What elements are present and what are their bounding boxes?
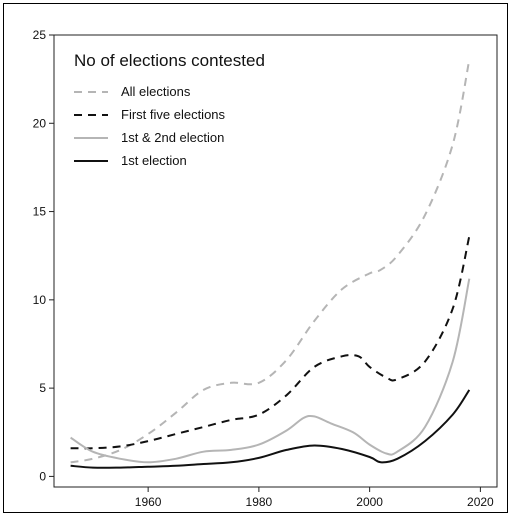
legend-label-all-elections: All elections bbox=[121, 84, 191, 99]
y-tick-label: 0 bbox=[39, 469, 46, 483]
legend-title: No of elections contested bbox=[74, 51, 265, 70]
y-tick-label: 5 bbox=[39, 381, 46, 395]
legend-label-1st-election: 1st election bbox=[121, 153, 187, 168]
x-tick-label: 2000 bbox=[356, 495, 383, 509]
y-tick-label: 20 bbox=[33, 116, 47, 130]
series-line-all-elections bbox=[70, 59, 471, 464]
legend-label-first-five-elections: First five elections bbox=[121, 107, 226, 122]
y-tick-label: 25 bbox=[33, 28, 47, 42]
plot-area bbox=[53, 34, 498, 488]
series-line-1st-election bbox=[70, 389, 471, 469]
y-tick-label: 10 bbox=[33, 293, 47, 307]
x-tick-label: 1960 bbox=[135, 495, 162, 509]
x-tick-label: 2020 bbox=[467, 495, 494, 509]
series-line-1st-and-2nd-election bbox=[70, 278, 471, 464]
x-tick-label: 1980 bbox=[246, 495, 273, 509]
legend-label-1st-and-2nd-election: 1st & 2nd election bbox=[121, 130, 224, 145]
chart-frame: 0 5 10 15 20 25 1960 1980 2000 2020 No of election… bbox=[3, 3, 508, 513]
y-tick-label: 15 bbox=[33, 205, 47, 219]
series-line-first-five-elections bbox=[70, 236, 471, 450]
line-chart: 0 5 10 15 20 25 1960 1980 2000 2020 No of election… bbox=[33, 28, 498, 509]
